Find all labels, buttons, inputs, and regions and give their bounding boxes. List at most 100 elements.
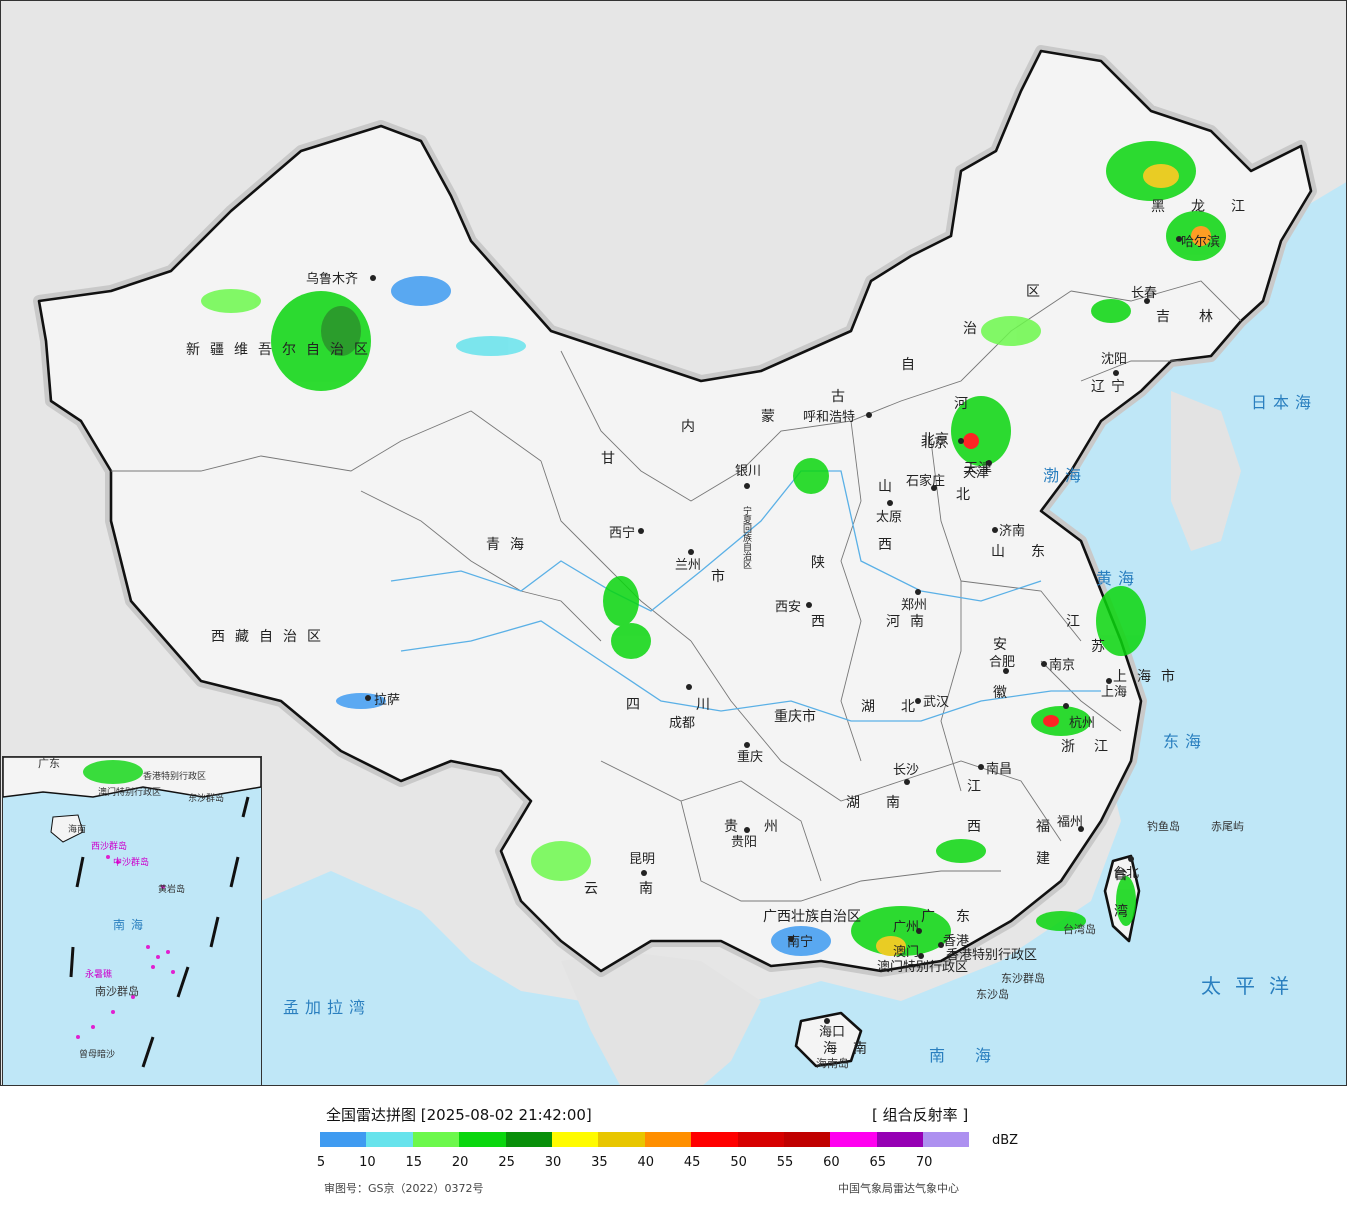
city-hefei: 合肥 xyxy=(989,655,1015,670)
rivers xyxy=(390,470,1101,722)
city-yinchuan: 银川 xyxy=(735,464,761,479)
korea-japan-land xyxy=(1171,391,1241,551)
city-nanjing: 南京 xyxy=(1049,657,1075,673)
indochina-land xyxy=(561,951,761,1085)
label-wan: 湾 xyxy=(1114,903,1138,920)
color-scale-tick: 15 xyxy=(405,1155,423,1170)
label-su: 苏 xyxy=(1091,639,1115,655)
city-shijiazhuang: 石家庄 xyxy=(906,473,945,489)
city-wuhan: 武汉 xyxy=(923,695,949,710)
inset-label-hk: 香港特别行政区 xyxy=(143,770,206,782)
radar-map: 新疆维吾尔自治区 西藏自治区 青海 甘 内 蒙 古 自 治 区 黑 龙 江 吉 … xyxy=(0,0,1347,1086)
city-shanghai: 上海 xyxy=(1101,685,1127,700)
label-sea-of-japan: 日本海 xyxy=(1251,393,1317,412)
label-taiwan-island: 台湾岛 xyxy=(1063,922,1096,936)
label-hui: 徽 xyxy=(993,685,1017,701)
city-xian: 西安 xyxy=(775,600,801,615)
label-xinjiang: 新疆维吾尔自治区 xyxy=(186,342,378,358)
color-scale xyxy=(320,1132,970,1147)
label-gan: 甘 xyxy=(601,451,625,467)
label-nan-yn: 南 xyxy=(639,881,663,897)
city-tianjin: 天津 xyxy=(963,466,989,481)
label-dong-gd: 东 xyxy=(956,909,980,925)
label-fu: 福 xyxy=(1036,819,1060,835)
color-swatch xyxy=(320,1132,367,1147)
map-canvas: 新疆维吾尔自治区 西藏自治区 青海 甘 内 蒙 古 自 治 区 黑 龙 江 吉 … xyxy=(33,45,1346,1085)
label-nei: 内 xyxy=(681,419,705,435)
label-chongqing: 重庆市 xyxy=(774,708,816,725)
label-xi-sx: 西 xyxy=(878,537,902,553)
legend-unit: dBZ xyxy=(992,1133,1019,1148)
city-shenyang: 沈阳 xyxy=(1101,352,1127,367)
label-zhi: 治 xyxy=(963,321,987,337)
label-henan: 河南 xyxy=(886,614,934,630)
label-jiang-jx: 江 xyxy=(967,779,991,795)
label-qinghai: 青海 xyxy=(486,537,534,553)
city-urumqi: 乌鲁木齐 xyxy=(306,271,358,287)
label-shanghai: 上海市 xyxy=(1113,668,1185,685)
color-swatch xyxy=(737,1132,784,1147)
label-shan-sd: 山 xyxy=(991,544,1015,560)
label-qu: 区 xyxy=(1026,284,1050,300)
label-long: 龙 xyxy=(1191,199,1215,215)
city-changchun: 长春 xyxy=(1131,286,1157,301)
label-an: 安 xyxy=(993,637,1017,653)
label-zhou: 州 xyxy=(764,819,788,835)
color-scale-tick: 55 xyxy=(776,1155,794,1170)
legend-title: 全国雷达拼图 [2025-08-02 21:42:00] xyxy=(326,1106,592,1124)
label-nan-hi: 南 xyxy=(853,1041,877,1057)
city-taiyuan: 太原 xyxy=(876,510,902,525)
label-hu-hn: 湖 xyxy=(846,795,870,811)
label-bay-of-bengal: 孟加拉湾 xyxy=(283,998,371,1017)
legend-product: [ 组合反射率 ] xyxy=(872,1106,969,1124)
hainan-island xyxy=(794,1011,863,1068)
color-scale-tick: 25 xyxy=(498,1155,515,1170)
review-number: 审图号：GS京（2022）0372号 xyxy=(324,1182,484,1195)
city-guiyang: 贵阳 xyxy=(731,835,757,850)
city-haikou: 海口 xyxy=(819,1025,845,1040)
map-labels: 新疆维吾尔自治区 西藏自治区 青海 甘 内 蒙 古 自 治 区 黑 龙 江 吉 … xyxy=(186,199,1317,1070)
label-east-sea: 东海 xyxy=(1163,732,1207,751)
label-shan-sx: 山 xyxy=(878,479,902,495)
label-ning: 宁 xyxy=(1111,378,1135,395)
south-china-sea-inset: 广东 香港特别行政区 澳门特别行政区 东沙群岛 海南 西沙群岛 中沙群岛 黄岩岛… xyxy=(2,756,262,1085)
label-yun: 云 xyxy=(584,881,608,897)
city-chengdu: 成都 xyxy=(669,716,695,731)
label-hainan-island: 海南岛 xyxy=(816,1056,849,1070)
label-gui: 贵 xyxy=(724,819,748,835)
inset-label-hainan: 海南 xyxy=(68,823,86,835)
inset-label-zengmu: 曾母暗沙 xyxy=(79,1048,115,1060)
label-zhe: 浙 xyxy=(1061,739,1085,755)
color-scale-tick: 70 xyxy=(915,1155,933,1170)
label-lin: 林 xyxy=(1199,309,1223,325)
inset-label-macau: 澳门特别行政区 xyxy=(98,786,161,798)
city-beijing: 北京 xyxy=(921,436,947,451)
china-mainland xyxy=(37,49,1313,973)
label-liao: 辽 xyxy=(1091,379,1115,395)
label-tianjin: 天津 xyxy=(964,461,992,477)
label-dongsha-islands: 东沙群岛 xyxy=(1001,971,1045,985)
inset-label-guangdong: 广东 xyxy=(38,757,60,770)
label-yellow-sea: 黄海 xyxy=(1096,569,1140,588)
city-chongqing: 重庆 xyxy=(737,749,763,765)
city-kunming: 昆明 xyxy=(629,852,655,867)
color-scale-tick: 20 xyxy=(451,1155,469,1170)
label-nan-hn: 南 xyxy=(886,795,910,811)
label-beijing: 北京 xyxy=(921,432,949,448)
label-hei: 黑 xyxy=(1151,199,1175,215)
color-swatch xyxy=(644,1132,692,1147)
city-hongkong: 香港 xyxy=(943,934,969,949)
color-swatch xyxy=(598,1132,645,1147)
agency-credit: 中国气象局雷达气象中心 xyxy=(838,1182,959,1195)
color-scale-tick: 40 xyxy=(637,1155,655,1170)
city-zhengzhou: 郑州 xyxy=(901,598,927,613)
label-diaoyu: 钓鱼岛 xyxy=(1147,819,1180,833)
color-scale-tick: 30 xyxy=(544,1155,562,1170)
inset-label-huangyan: 黄岩岛 xyxy=(158,883,185,895)
legend-panel: 全国雷达拼图 [2025-08-02 21:42:00] [ 组合反射率 ] d… xyxy=(0,1087,1349,1208)
color-swatch xyxy=(923,1132,970,1147)
province-boundaries xyxy=(111,280,1242,902)
label-ningxia: 宁夏回族自治区 xyxy=(741,505,752,569)
inset-label-zhongsha: 中沙群岛 xyxy=(113,856,149,868)
label-shi: 市 xyxy=(711,568,735,585)
